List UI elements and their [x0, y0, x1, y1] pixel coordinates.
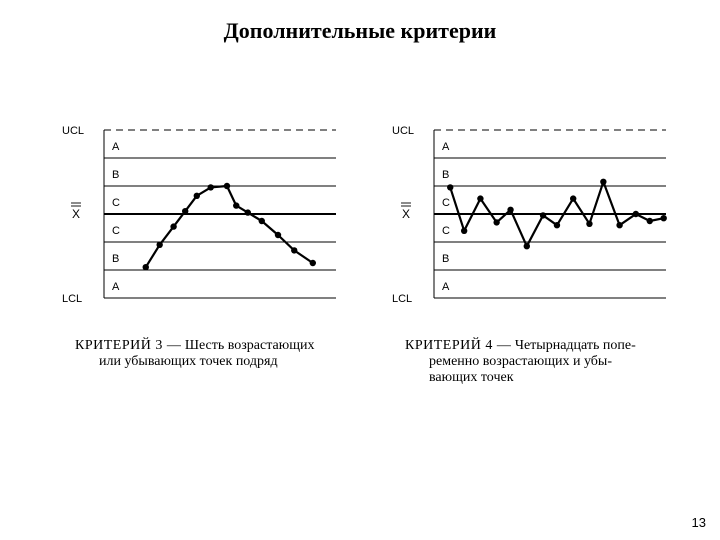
svg-text:B: B — [442, 253, 449, 265]
chart-left-block: A B C C B A UCL LCL X КРИТЕРИЙ 3 — Шесть возраст… — [60, 120, 350, 386]
caption-left-rest2: или убывающих точек подряд — [75, 354, 335, 370]
caption-left-rest1: Шесть возрастающих — [181, 338, 314, 353]
chart-left: A B C C B A UCL LCL X — [60, 120, 350, 320]
svg-text:C: C — [112, 225, 120, 237]
chart-right: A B C C B A UCL LCL X — [390, 120, 680, 320]
page-title: Дополнительные критерии — [0, 18, 720, 44]
caption-left-head: КРИТЕРИЙ 3 — — [75, 338, 181, 353]
caption-right-head: КРИТЕРИЙ 4 — — [405, 338, 511, 353]
svg-text:LCL: LCL — [62, 293, 82, 305]
svg-text:B: B — [112, 253, 119, 265]
caption-left: КРИТЕРИЙ 3 — Шесть возрастающих или убыв… — [75, 338, 335, 370]
svg-text:C: C — [442, 225, 450, 237]
svg-text:X: X — [72, 207, 80, 221]
svg-text:B: B — [112, 169, 119, 181]
caption-right: КРИТЕРИЙ 4 — Четырнадцать попе- ременно … — [405, 338, 665, 386]
svg-text:C: C — [112, 197, 120, 209]
svg-text:B: B — [442, 169, 449, 181]
caption-right-rest3: вающих точек — [405, 370, 665, 386]
svg-text:A: A — [112, 141, 120, 153]
svg-text:UCL: UCL — [62, 125, 84, 137]
svg-text:C: C — [442, 197, 450, 209]
page-number: 13 — [692, 515, 706, 530]
svg-text:LCL: LCL — [392, 293, 412, 305]
svg-text:X: X — [402, 207, 410, 221]
svg-text:A: A — [442, 141, 450, 153]
svg-text:A: A — [112, 281, 120, 293]
caption-right-rest2: ременно возрастающих и убы- — [405, 354, 665, 370]
svg-text:UCL: UCL — [392, 125, 414, 137]
caption-right-rest1: Четырнадцать попе- — [511, 338, 635, 353]
svg-text:A: A — [442, 281, 450, 293]
charts-row: A B C C B A UCL LCL X КРИТЕРИЙ 3 — Шесть возраст… — [60, 120, 680, 386]
chart-right-block: A B C C B A UCL LCL X КРИТЕРИЙ 4 — Четырнадцать … — [390, 120, 680, 386]
